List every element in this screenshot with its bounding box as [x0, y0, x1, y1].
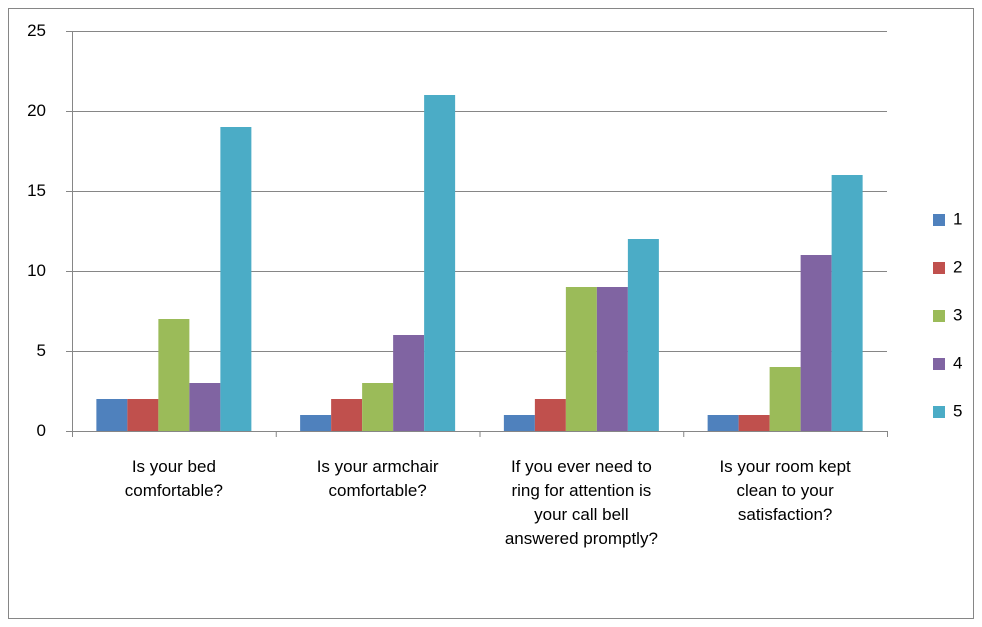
bar — [831, 175, 863, 431]
bar — [127, 399, 159, 431]
legend-label: 3 — [953, 305, 962, 324]
y-tick-label: 10 — [27, 261, 46, 280]
bar — [503, 415, 535, 431]
y-tick-label: 20 — [27, 101, 46, 120]
legend-label: 1 — [953, 209, 962, 228]
bar — [627, 239, 659, 431]
bar — [393, 335, 425, 431]
legend-swatch — [933, 358, 945, 370]
legend-swatch — [933, 214, 945, 226]
bar — [800, 255, 832, 431]
legend-label: 2 — [953, 257, 962, 276]
bar — [362, 383, 394, 431]
bar — [769, 367, 801, 431]
y-tick-label: 5 — [37, 341, 46, 360]
legend-swatch — [933, 262, 945, 274]
bar — [158, 319, 190, 431]
bar — [300, 415, 332, 431]
legend-label: 4 — [953, 353, 962, 372]
x-tick-label: If you ever need to ring for attention is… — [505, 457, 658, 548]
x-tick-label: Is your room kept clean to your satisfacti… — [719, 457, 851, 524]
bar — [738, 415, 770, 431]
bar — [596, 287, 628, 431]
bar — [220, 127, 252, 431]
legend-swatch — [933, 310, 945, 322]
bar — [96, 399, 128, 431]
bar — [565, 287, 597, 431]
bar — [424, 95, 456, 431]
legend-label: 5 — [953, 401, 962, 420]
y-tick-label: 15 — [27, 181, 46, 200]
x-tick-label: Is your bed comfortable? — [125, 457, 223, 500]
bar — [534, 399, 566, 431]
bar — [189, 383, 221, 431]
y-tick-label: 25 — [27, 21, 46, 40]
bar — [331, 399, 363, 431]
x-tick-label: Is your armchair comfortable? — [317, 457, 439, 500]
y-tick-label: 0 — [37, 421, 46, 440]
legend-swatch — [933, 406, 945, 418]
bar — [707, 415, 739, 431]
